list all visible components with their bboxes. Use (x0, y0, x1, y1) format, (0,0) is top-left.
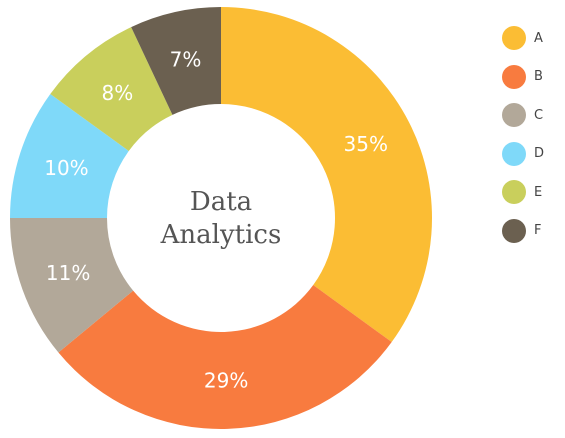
slice-label-c: 11% (46, 261, 90, 285)
legend-item-c: C (502, 103, 562, 127)
legend-swatch-e (502, 180, 526, 204)
center-title-line-2: Analytics (160, 220, 282, 250)
center-title-line-1: Data (190, 187, 252, 217)
legend-item-d: D (502, 141, 562, 166)
legend-item-a: A (502, 26, 562, 50)
legend-item-b: B (502, 64, 562, 89)
legend-swatch-f (502, 218, 526, 243)
legend-swatch-b (502, 64, 526, 89)
slice-f (131, 6, 221, 115)
legend-swatch-d (502, 141, 526, 166)
slice-label-b: 29% (204, 368, 248, 392)
legend: A B C D E F (502, 26, 562, 257)
slice-label-a: 35% (344, 132, 388, 156)
legend-item-e: E (502, 180, 562, 204)
legend-label-a: A (534, 30, 543, 46)
slice-e (50, 27, 173, 151)
slice-a (221, 7, 432, 343)
legend-swatch-c (502, 103, 526, 127)
slice-d (10, 93, 129, 218)
slice-label-d: 10% (44, 156, 88, 180)
legend-label-d: D (534, 146, 545, 161)
legend-item-f: F (502, 218, 562, 243)
legend-label-e: E (534, 184, 543, 200)
slice-b (58, 285, 392, 429)
slice-c (10, 218, 134, 353)
slice-label-f: 7% (170, 47, 202, 71)
legend-swatch-a (502, 26, 526, 50)
slice-labels: 35% 29% 11% 10% 8% 7% (44, 47, 388, 392)
legend-label-f: F (534, 223, 542, 238)
legend-label-c: C (534, 107, 544, 123)
donut-slices (10, 6, 432, 429)
slice-label-e: 8% (102, 81, 134, 105)
legend-label-b: B (534, 69, 543, 84)
